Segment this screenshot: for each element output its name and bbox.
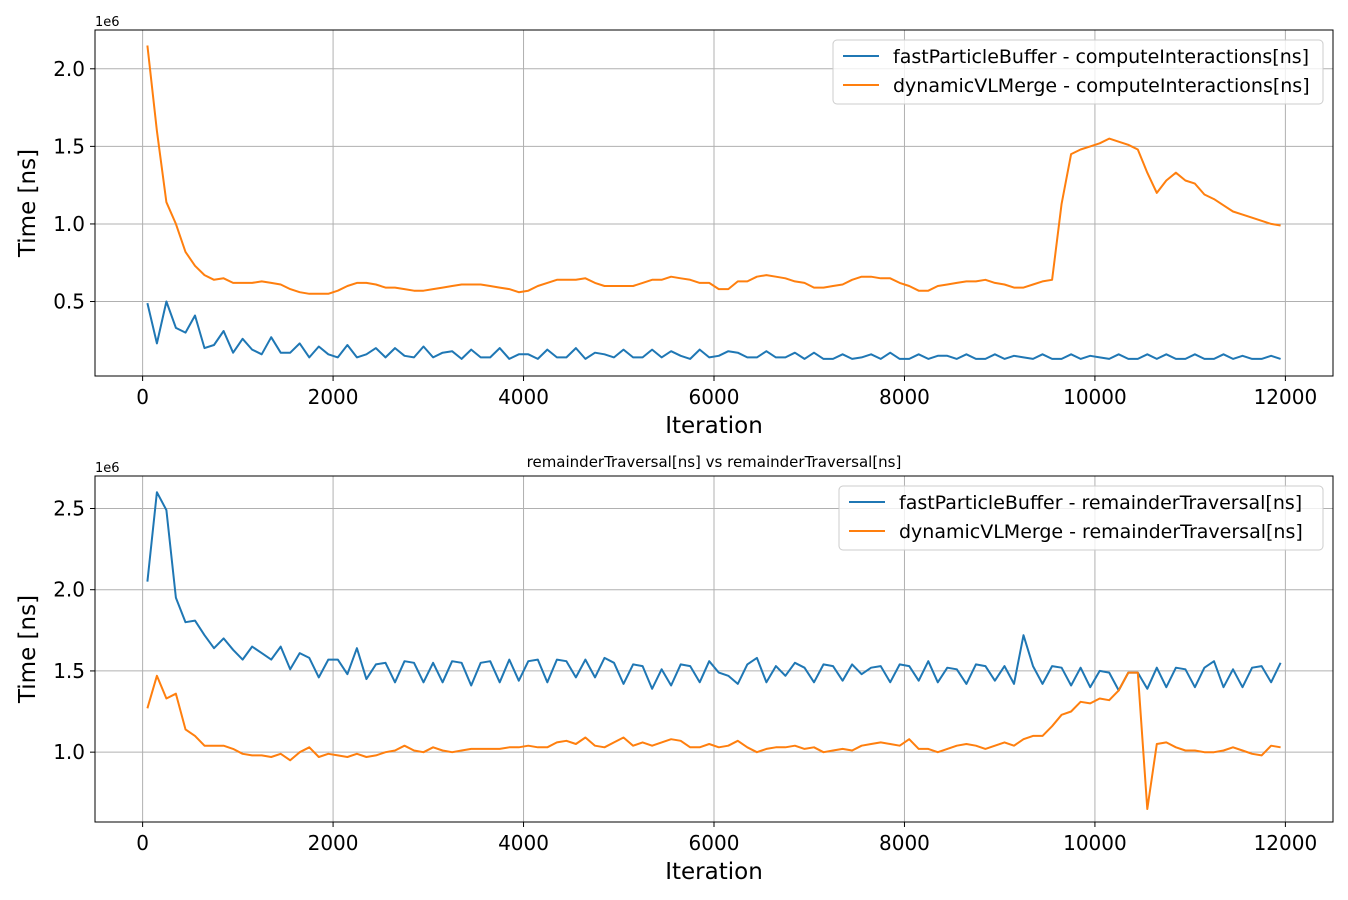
x-tick-label: 8000 xyxy=(879,385,930,409)
x-axis-label: Iteration xyxy=(665,859,763,885)
legend: fastParticleBuffer - remainderTraversal[… xyxy=(838,485,1324,551)
series-line-2 xyxy=(146,45,1281,295)
x-tick-label: 12000 xyxy=(1254,831,1318,855)
x-tick-label: 0 xyxy=(136,385,149,409)
legend-entry-1: fastParticleBuffer - remainderTraversal[… xyxy=(899,492,1302,514)
legend-box xyxy=(838,485,1324,551)
y-exponent-label: 1e6 xyxy=(95,15,120,30)
x-axis-label: Iteration xyxy=(665,413,763,439)
series-line-1 xyxy=(146,300,1281,360)
legend-entry-1: fastParticleBuffer - computeInteractions… xyxy=(893,46,1309,68)
series-line-1 xyxy=(146,491,1282,692)
x-tick-label: 6000 xyxy=(689,385,740,409)
y-tick-label: 0.5 xyxy=(53,290,85,314)
legend: fastParticleBuffer - computeInteractions… xyxy=(832,39,1324,105)
x-tick-label: 0 xyxy=(136,831,149,855)
y-tick-label: 1.5 xyxy=(53,659,85,683)
x-tick-label: 8000 xyxy=(879,831,930,855)
x-tick-label: 6000 xyxy=(689,831,740,855)
y-tick-label: 1.0 xyxy=(53,740,85,764)
x-tick-label: 10000 xyxy=(1063,385,1127,409)
chart-panel-1: 0 2000 4000 6000 8000 10000 12000 0.5 1.0 1.5 2.0 1… xyxy=(15,15,1334,439)
y-tick-label: 2.5 xyxy=(53,496,85,520)
x-tick-label: 4000 xyxy=(498,385,549,409)
chart-title: remainderTraversal[ns] vs remainderTrave… xyxy=(527,453,902,471)
legend-entry-2: dynamicVLMerge - computeInteractions[ns] xyxy=(893,75,1310,97)
y-axis-label: Time [ns] xyxy=(15,595,41,704)
y-axis-label: Time [ns] xyxy=(15,149,41,258)
x-tick-label: 4000 xyxy=(498,831,549,855)
legend-entry-2: dynamicVLMerge - remainderTraversal[ns] xyxy=(899,521,1303,543)
chart-panel-2: 0 2000 4000 6000 8000 10000 12000 1.0 1.5 2.0 2.5 1… xyxy=(15,453,1334,885)
x-tick-label: 2000 xyxy=(308,831,359,855)
x-tick-label: 2000 xyxy=(308,385,359,409)
y-exponent-label: 1e6 xyxy=(95,461,120,476)
series-line-2 xyxy=(146,671,1281,810)
legend-box xyxy=(832,39,1324,105)
y-tick-label: 2.0 xyxy=(53,57,85,81)
x-tick-label: 12000 xyxy=(1254,385,1318,409)
y-tick-label: 1.5 xyxy=(53,134,85,158)
x-tick-label: 10000 xyxy=(1063,831,1127,855)
y-tick-label: 2.0 xyxy=(53,578,85,602)
y-tick-label: 1.0 xyxy=(53,212,85,236)
